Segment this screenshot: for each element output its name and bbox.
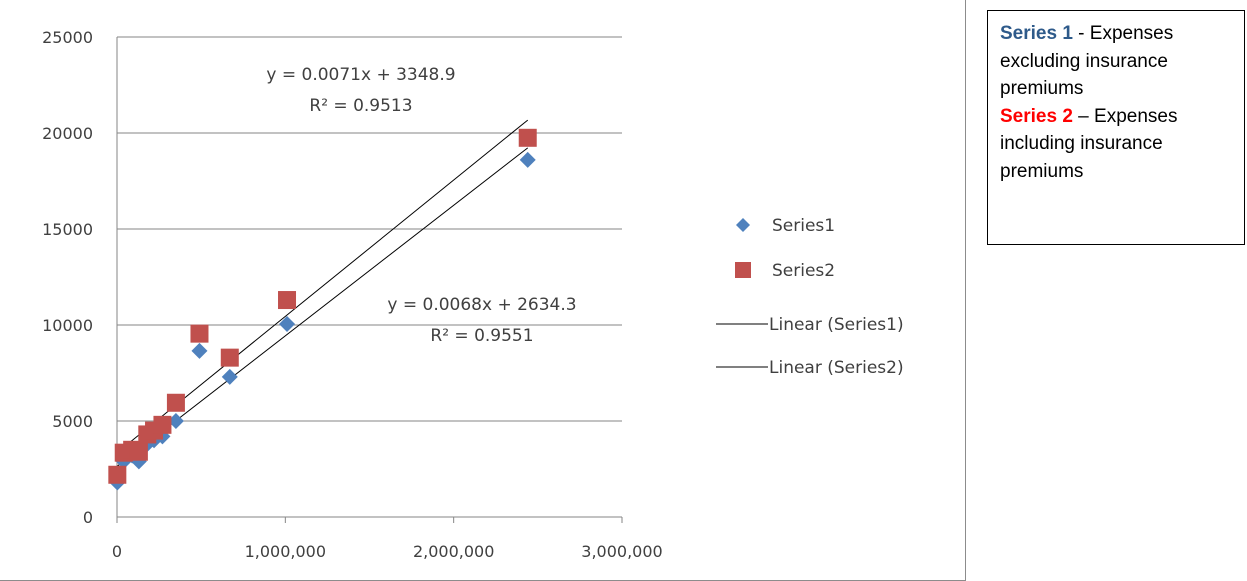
trendline-equations: y = 0.0068x + 2634.3 R² = 0.9551 y = 0.007… [266, 65, 576, 346]
point-series1 [221, 368, 238, 385]
y-tick-label: 0 [83, 508, 93, 527]
y-axis-ticks: 0 5000 10000 15000 20000 25000 [42, 28, 93, 527]
series2-note-text: – Expenses including insurance premiums [1000, 105, 1178, 182]
point-series2 [166, 393, 185, 412]
legend-marker-series1 [736, 218, 750, 232]
trendline-equation-series2: y = 0.0071x + 3348.9 [266, 65, 455, 85]
point-series1 [191, 342, 208, 359]
trendlines [116, 119, 529, 467]
y-tick-label: 5000 [52, 412, 93, 431]
x-tick-label: 0 [112, 542, 122, 561]
y-tick-label: 15000 [42, 220, 93, 239]
series1-note-text: - Expenses excluding insurance premiums [1000, 23, 1174, 99]
point-series1 [279, 316, 296, 333]
x-tick-label: 2,000,000 [413, 542, 494, 561]
y-tick-label: 10000 [42, 316, 93, 335]
point-series2 [129, 442, 148, 461]
x-axis-ticks: 0 1,000,000 2,000,000 3,000,000 [112, 517, 663, 561]
scatter-chart: 0 5000 10000 15000 20000 25000 0 1,000,000 2,00… [42, 28, 904, 561]
trendline-series2 [116, 119, 529, 454]
legend: Series1 Series2 Linear (Series1) Linear (Se… [716, 216, 904, 378]
legend-label-series1: Series1 [772, 216, 835, 236]
point-series2 [153, 415, 172, 434]
series2-note-label: Series 2 [1000, 105, 1073, 127]
x-tick-label: 3,000,000 [581, 542, 662, 561]
y-tick-label: 25000 [42, 28, 93, 47]
x-tick-label: 1,000,000 [245, 542, 326, 561]
point-series2 [220, 348, 239, 367]
series1-note-label: Series 1 [1000, 23, 1073, 44]
series-note-box: Series 1 - Expenses excluding insurance … [987, 10, 1245, 245]
point-series1 [167, 413, 184, 429]
point-series1 [519, 151, 536, 168]
legend-label-series2: Series2 [772, 261, 835, 281]
point-series2 [108, 465, 127, 484]
trendline-series1 [116, 147, 529, 467]
trendline-r2-series1: R² = 0.9551 [430, 326, 533, 346]
trendline-r2-series2: R² = 0.9513 [309, 96, 412, 116]
legend-marker-series2 [735, 262, 751, 278]
legend-label-trend1: Linear (Series1) [769, 315, 904, 335]
legend-label-trend2: Linear (Series2) [769, 358, 904, 378]
chart-frame: 0 5000 10000 15000 20000 25000 0 1,000,000 2,00… [0, 0, 966, 581]
data-points [108, 128, 537, 491]
point-series2 [278, 291, 297, 310]
y-tick-label: 20000 [42, 124, 93, 143]
point-series2 [190, 324, 209, 343]
point-series2 [518, 128, 537, 147]
trendline-equation-series1: y = 0.0068x + 2634.3 [387, 295, 576, 315]
